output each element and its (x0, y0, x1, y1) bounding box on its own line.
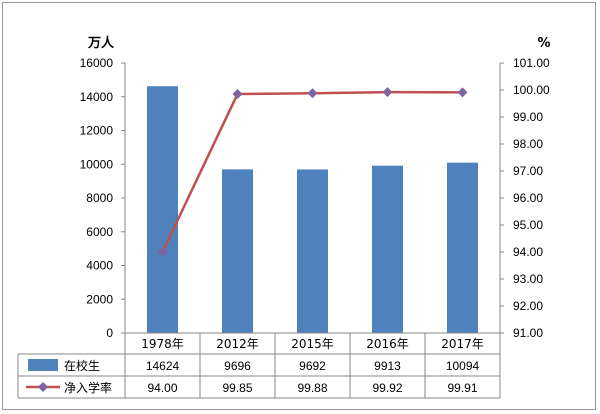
right-tick-label: 95.00 (513, 218, 543, 232)
right-tick-label: 94.00 (513, 245, 543, 259)
bars (147, 86, 478, 333)
line-value-cell: 99.85 (222, 381, 252, 395)
category-label: 2012年 (216, 337, 259, 351)
right-tick-label: 96.00 (513, 191, 543, 205)
legend-bar-label: 在校生 (64, 358, 100, 373)
bar-value-cell: 9913 (374, 359, 401, 373)
category-label: 2015年 (291, 337, 334, 351)
line-value-cell: 99.92 (372, 381, 402, 395)
line-value-cell: 94.00 (147, 381, 177, 395)
legend-line-label: 净入学率 (64, 380, 112, 395)
bar-0 (147, 86, 178, 333)
right-tick-label: 98.00 (513, 137, 543, 151)
bar-4 (447, 162, 478, 333)
right-tick-label: 100.00 (513, 83, 550, 97)
left-tick-label: 0 (106, 326, 113, 340)
rate-point-1 (232, 89, 243, 100)
line-value-cell: 99.88 (297, 381, 327, 395)
bar-value-cell: 9696 (224, 359, 251, 373)
bar-value-cell: 14624 (146, 359, 180, 373)
axis-texts: 0 2000 4000 6000 8000 10000 12000 14000 16000 91.… (64, 35, 551, 395)
left-tick-label: 8000 (86, 191, 113, 205)
bar-value-cell: 9692 (299, 359, 326, 373)
left-tick-label: 4000 (86, 259, 113, 273)
legend-line-marker (38, 382, 48, 392)
right-tick-label: 93.00 (513, 272, 543, 286)
left-tick-label: 14000 (80, 90, 114, 104)
category-label: 1978年 (141, 337, 184, 351)
right-tick-label: 92.00 (513, 299, 543, 313)
left-tick-label: 16000 (80, 56, 114, 70)
right-axis-unit: % (537, 36, 550, 51)
bar-2 (297, 169, 328, 333)
bar-value-cell: 10094 (446, 359, 480, 373)
left-tick-label: 10000 (80, 157, 114, 171)
bar-3 (372, 165, 403, 333)
left-axis-unit: 万人 (87, 35, 115, 51)
right-tick-label: 101.00 (513, 56, 550, 70)
category-label: 2017年 (441, 337, 484, 351)
rate-line (157, 87, 468, 257)
category-label: 2016年 (366, 337, 409, 351)
rate-point-4 (457, 87, 468, 98)
bar-1 (222, 169, 253, 333)
axes (121, 62, 504, 334)
right-tick-label: 97.00 (513, 164, 543, 178)
left-tick-label: 6000 (86, 225, 113, 239)
data-table (17, 332, 501, 399)
rate-point-0 (157, 247, 168, 257)
right-tick-label: 99.00 (513, 110, 543, 124)
rate-point-3 (382, 87, 393, 98)
rate-point-2 (307, 88, 318, 99)
right-tick-label: 91.00 (513, 326, 543, 340)
legend-bar-swatch (28, 359, 58, 371)
left-tick-label: 12000 (80, 124, 114, 138)
left-tick-label: 2000 (86, 292, 113, 306)
line-value-cell: 99.91 (447, 381, 477, 395)
